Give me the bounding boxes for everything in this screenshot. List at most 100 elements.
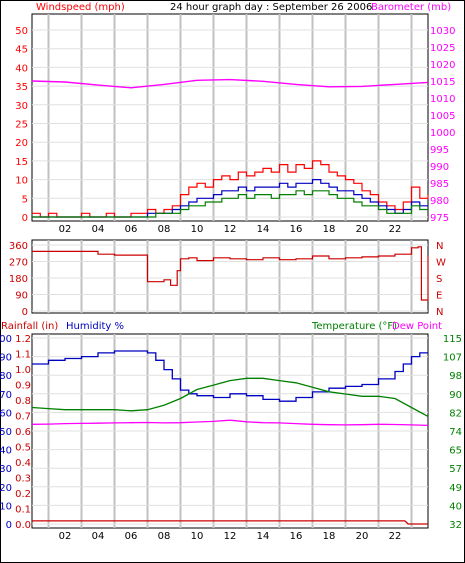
- direction-degree-axis: 360 270 180 90 0: [9, 241, 28, 318]
- temperature-tick: 57: [449, 464, 462, 475]
- direction-degree-tick: 360: [9, 241, 28, 252]
- rainfall-tick: 0.5: [15, 443, 31, 454]
- humidity-x-axis: 02 04 06 08 10 12 14 16 18 20 22: [59, 531, 402, 542]
- humidity-axis: 1009080706050403020100: [0, 334, 12, 531]
- x-tick-label: 20: [356, 531, 369, 542]
- windspeed-tick: 25: [15, 120, 28, 131]
- temperature-tick: 32: [449, 520, 462, 531]
- rainfall-tick: 0.6: [15, 427, 31, 438]
- rainfall-axis-title: Rainfall (in): [1, 321, 58, 332]
- direction-series: [32, 246, 429, 301]
- x-tick-label: 16: [290, 531, 303, 542]
- windspeed-tick: 0: [22, 213, 28, 224]
- x-tick-label: 16: [290, 224, 303, 235]
- direction-degree-tick: 90: [15, 291, 28, 302]
- x-tick-label: 14: [257, 224, 270, 235]
- humidity-tick: 70: [0, 390, 12, 401]
- windspeed-tick: 5: [22, 194, 28, 205]
- humidity-tick: 10: [0, 501, 12, 512]
- humidity-tick: 50: [0, 427, 12, 438]
- x-tick-label: 18: [323, 224, 336, 235]
- wind-series: [31, 78, 429, 218]
- x-tick-label: 18: [323, 531, 336, 542]
- humidity-tick: 60: [0, 408, 12, 419]
- dewpoint-legend: Dew Point: [392, 321, 442, 332]
- windspeed-line: [32, 160, 429, 218]
- rainfall-tick: 0.9: [15, 381, 31, 392]
- barometer-tick: 975: [430, 213, 449, 224]
- temperature-tick: 49: [449, 483, 462, 494]
- barometer-tick: 980: [430, 196, 449, 207]
- humidity-line: [32, 350, 428, 402]
- temperature-tick: 40: [449, 501, 462, 512]
- barometer-axis: 1030 1025 1020 1015 1010 1005 1000 995 990 985 980…: [430, 26, 455, 224]
- humidity-tick: 80: [0, 371, 12, 382]
- direction-degree-tick: 0: [22, 307, 28, 318]
- x-tick-label: 04: [92, 531, 105, 542]
- windspeed-tick: 35: [15, 82, 28, 93]
- barometer-tick: 990: [430, 162, 449, 173]
- direction-degree-tick: 180: [9, 274, 28, 285]
- humidity-tick: 100: [0, 334, 12, 345]
- temperature-tick: 82: [449, 408, 462, 419]
- barometer-tick: 995: [430, 145, 449, 156]
- windspeed-tick: 40: [15, 63, 28, 74]
- x-tick-label: 02: [59, 531, 72, 542]
- barometer-tick: 985: [430, 179, 449, 190]
- humidity-tick: 40: [0, 446, 12, 457]
- humidity-tick: 0: [6, 520, 12, 531]
- x-tick-label: 04: [92, 224, 105, 235]
- x-tick-label: 06: [125, 531, 138, 542]
- rainfall-tick: 0.1: [15, 505, 31, 516]
- rainfall-line: [32, 520, 428, 525]
- humidity-panel-grid: [32, 334, 428, 528]
- direction-line: [32, 246, 429, 301]
- windspeed-tick: 15: [15, 157, 28, 168]
- x-tick-label: 22: [389, 531, 402, 542]
- temperature-axis: 115 107 98 90 82 74 65 57 49 40 32: [443, 334, 462, 531]
- direction-compass-tick: N: [436, 241, 443, 252]
- temperature-tick: 107: [443, 353, 462, 364]
- barometer-tick: 1000: [430, 128, 455, 139]
- windspeed-tick: 10: [15, 176, 28, 187]
- direction-compass-tick: W: [436, 258, 446, 269]
- humidity-tick: 90: [0, 353, 12, 364]
- barometer-line: [31, 78, 429, 89]
- rainfall-tick: 0.2: [15, 489, 31, 500]
- temperature-tick: 65: [449, 446, 462, 457]
- barometer-tick: 1010: [430, 94, 455, 105]
- windspeed-tick: 45: [15, 45, 28, 56]
- x-tick-label: 10: [191, 224, 204, 235]
- wind-panel-frame: [31, 13, 429, 222]
- x-tick-label: 08: [158, 224, 171, 235]
- direction-degree-tick: 270: [9, 258, 28, 269]
- rainfall-tick: 1.1: [15, 350, 31, 361]
- temperature-tick: 74: [449, 427, 462, 438]
- rainfall-tick: 1.2: [15, 334, 31, 345]
- x-tick-label: 14: [257, 531, 270, 542]
- windspeed-tick: 20: [15, 138, 28, 149]
- direction-compass-tick: N: [436, 307, 443, 318]
- humidity-tick: 20: [0, 483, 12, 494]
- x-tick-label: 12: [224, 224, 237, 235]
- barometer-tick: 1030: [430, 26, 455, 37]
- graph-title: 24 hour graph day : September 26 2006: [170, 2, 372, 13]
- barometer-tick: 1005: [430, 111, 455, 122]
- windspeed-tick: 30: [15, 101, 28, 112]
- rainfall-tick: 1.0: [15, 365, 31, 376]
- temperature-tick: 98: [449, 371, 462, 382]
- temperature-axis-title: Temperature (°F): [311, 321, 397, 332]
- temperature-tick: 90: [449, 390, 462, 401]
- rainfall-tick: 0.3: [15, 474, 31, 485]
- barometer-axis-title: Barometer (mb): [371, 2, 451, 13]
- temperature-line: [31, 377, 429, 417]
- direction-compass-tick: S: [436, 274, 442, 285]
- direction-compass-tick: E: [436, 291, 442, 302]
- x-tick-label: 06: [125, 224, 138, 235]
- barometer-tick: 1015: [430, 77, 455, 88]
- humidity-series: [31, 350, 429, 525]
- rainfall-tick: 0.4: [15, 458, 31, 469]
